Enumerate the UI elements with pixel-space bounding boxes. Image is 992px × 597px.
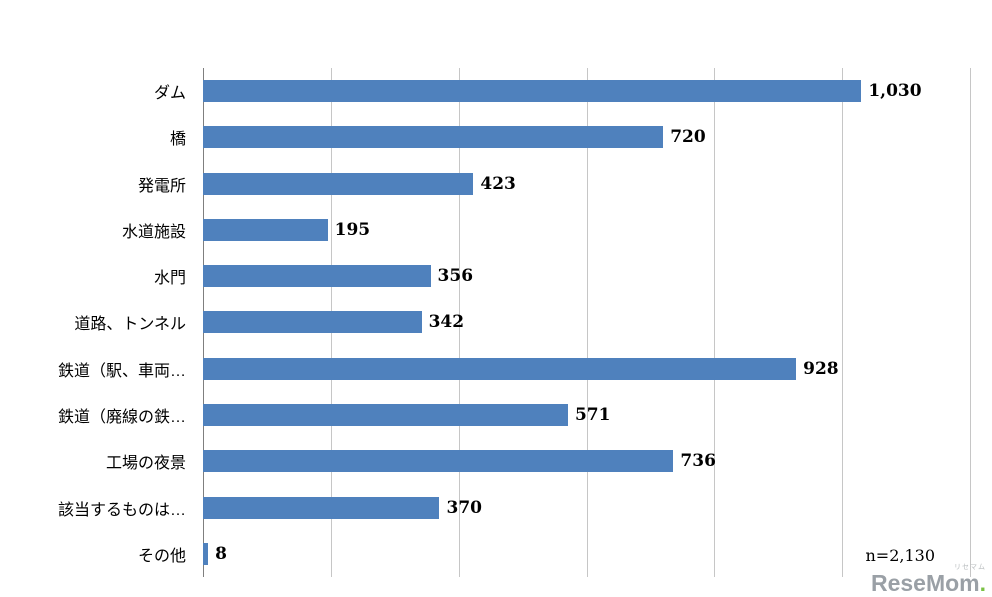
category-label: 鉄道（廃線の鉄… xyxy=(57,408,186,426)
bar xyxy=(203,218,328,241)
value-label: 571 xyxy=(574,404,611,425)
value-label: 356 xyxy=(437,266,474,287)
bar xyxy=(203,357,797,380)
category-label: 工場の夜景 xyxy=(105,455,186,473)
gridline xyxy=(586,68,588,577)
plot-area: 1,030 720 423 195 356 342 928 571 736 370 8 xyxy=(203,68,971,577)
bar xyxy=(203,450,674,473)
gridline xyxy=(970,68,971,577)
bar xyxy=(203,172,474,195)
value-label: 370 xyxy=(446,497,482,518)
category-label: 発電所 xyxy=(137,177,186,195)
logo-katakana-text: リセマム xyxy=(954,564,986,571)
bar-row: 1,030 xyxy=(203,68,970,114)
value-label: 195 xyxy=(334,219,371,240)
value-label: 8 xyxy=(215,543,227,564)
category-axis: ダム橋発電所水道施設水門道路、トンネル鉄道（駅、車両… 鉄道（廃線の鉄… 工場の夜景… xyxy=(0,68,195,577)
value-label: 928 xyxy=(803,358,839,379)
category-label: 該当するものは… xyxy=(57,501,186,519)
category-label: 橋 xyxy=(169,131,186,149)
bar-row: 356 xyxy=(203,253,970,299)
bar xyxy=(203,80,862,103)
bar-row: 736 xyxy=(203,438,970,484)
category-label: 道路、トンネル xyxy=(74,316,186,334)
bar-row: 342 xyxy=(203,299,970,345)
gridline xyxy=(842,68,844,577)
resemom-logo: リセマム ReseMom. xyxy=(871,564,986,595)
logo-dot: . xyxy=(979,570,986,596)
category-label: 鉄道（駅、車両… xyxy=(57,362,186,380)
value-label: 342 xyxy=(428,312,465,333)
bar-row: 928 xyxy=(203,346,970,392)
category-label: 水門 xyxy=(153,270,186,288)
bar-rows: 1,030 720 423 195 356 342 928 571 736 370 8 xyxy=(203,68,970,577)
bar xyxy=(203,403,568,426)
value-label: 1,030 xyxy=(868,81,922,102)
sample-size-annotation: n=2,130 xyxy=(865,546,935,565)
bar-row: 195 xyxy=(203,207,970,253)
bar-row: 370 xyxy=(203,484,970,530)
logo-wordmark: ReseMom xyxy=(870,570,980,596)
gridline xyxy=(714,68,716,577)
value-label: 720 xyxy=(670,127,706,148)
bar-row: 8 xyxy=(203,531,970,577)
bar xyxy=(203,542,209,565)
value-label: 423 xyxy=(480,173,516,194)
bar xyxy=(203,126,664,149)
bar xyxy=(203,311,422,334)
bar-row: 423 xyxy=(203,161,970,207)
bar-row: 571 xyxy=(203,392,970,438)
value-label: 736 xyxy=(680,451,716,472)
category-label: 水道施設 xyxy=(121,223,186,241)
gridline xyxy=(458,68,460,577)
category-label: その他 xyxy=(137,547,186,565)
bar-row: 720 xyxy=(203,114,970,160)
category-label: ダム xyxy=(153,85,186,103)
bar xyxy=(203,496,440,519)
bar xyxy=(203,265,431,288)
